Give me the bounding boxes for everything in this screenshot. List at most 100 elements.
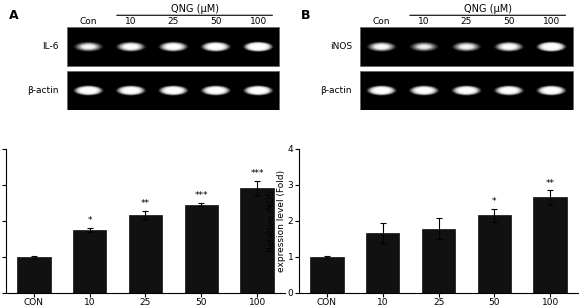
Ellipse shape	[250, 44, 266, 50]
Ellipse shape	[464, 46, 469, 47]
Ellipse shape	[457, 43, 475, 50]
Ellipse shape	[166, 45, 181, 49]
Ellipse shape	[414, 43, 434, 50]
Ellipse shape	[213, 46, 219, 48]
Ellipse shape	[544, 45, 559, 49]
Ellipse shape	[422, 46, 426, 47]
Ellipse shape	[169, 45, 178, 48]
Ellipse shape	[169, 89, 178, 92]
Ellipse shape	[370, 43, 393, 51]
Ellipse shape	[507, 46, 510, 47]
Ellipse shape	[168, 88, 179, 92]
Ellipse shape	[82, 88, 95, 93]
Ellipse shape	[500, 87, 518, 94]
Ellipse shape	[456, 43, 477, 51]
Ellipse shape	[87, 90, 90, 91]
Ellipse shape	[255, 89, 262, 91]
Ellipse shape	[126, 89, 136, 92]
Ellipse shape	[540, 43, 563, 51]
Ellipse shape	[420, 45, 428, 48]
Ellipse shape	[544, 88, 559, 93]
Ellipse shape	[379, 90, 384, 91]
Ellipse shape	[451, 85, 482, 96]
Ellipse shape	[454, 86, 479, 95]
Ellipse shape	[246, 43, 270, 51]
Ellipse shape	[86, 46, 91, 47]
Ellipse shape	[117, 86, 145, 95]
Ellipse shape	[370, 87, 393, 95]
Ellipse shape	[505, 45, 513, 48]
Text: ***: ***	[251, 169, 264, 178]
Ellipse shape	[258, 90, 259, 91]
Ellipse shape	[244, 86, 272, 95]
Ellipse shape	[203, 86, 229, 95]
Ellipse shape	[75, 86, 102, 95]
Ellipse shape	[74, 85, 103, 95]
Text: QNG (μM): QNG (μM)	[464, 4, 512, 14]
Text: 50: 50	[210, 17, 221, 26]
Ellipse shape	[379, 46, 384, 47]
Ellipse shape	[545, 44, 558, 49]
Text: **: **	[545, 179, 555, 188]
Text: 100: 100	[249, 17, 267, 26]
Ellipse shape	[506, 90, 512, 91]
Ellipse shape	[538, 86, 565, 95]
Ellipse shape	[537, 85, 566, 95]
Ellipse shape	[166, 88, 181, 92]
Ellipse shape	[205, 87, 227, 94]
Ellipse shape	[161, 43, 186, 51]
Ellipse shape	[213, 46, 218, 47]
Ellipse shape	[123, 44, 138, 49]
Ellipse shape	[410, 42, 438, 51]
Ellipse shape	[211, 45, 221, 48]
Ellipse shape	[410, 86, 438, 95]
Ellipse shape	[504, 45, 514, 48]
Ellipse shape	[75, 42, 102, 51]
Ellipse shape	[122, 87, 140, 94]
Ellipse shape	[246, 86, 270, 95]
Ellipse shape	[457, 87, 477, 94]
Ellipse shape	[121, 87, 141, 94]
Ellipse shape	[121, 43, 141, 50]
Ellipse shape	[127, 45, 135, 48]
Ellipse shape	[500, 44, 517, 50]
Ellipse shape	[380, 46, 383, 47]
Ellipse shape	[116, 42, 146, 52]
Ellipse shape	[544, 44, 559, 49]
Ellipse shape	[377, 89, 387, 92]
Ellipse shape	[375, 88, 388, 93]
Ellipse shape	[369, 43, 394, 51]
Ellipse shape	[408, 85, 440, 96]
Text: 50: 50	[503, 17, 515, 26]
Ellipse shape	[549, 46, 554, 47]
Ellipse shape	[378, 89, 385, 91]
Ellipse shape	[415, 43, 433, 50]
Ellipse shape	[374, 88, 389, 92]
Ellipse shape	[201, 42, 230, 51]
Ellipse shape	[373, 44, 390, 50]
Ellipse shape	[252, 88, 264, 92]
Ellipse shape	[463, 46, 470, 48]
Ellipse shape	[536, 41, 567, 52]
Ellipse shape	[507, 90, 510, 91]
Ellipse shape	[170, 89, 176, 91]
Ellipse shape	[78, 43, 99, 51]
Ellipse shape	[87, 46, 90, 47]
Ellipse shape	[119, 86, 143, 95]
Ellipse shape	[371, 87, 392, 94]
Ellipse shape	[203, 42, 229, 51]
Ellipse shape	[461, 45, 471, 48]
Ellipse shape	[122, 43, 140, 50]
Ellipse shape	[498, 87, 520, 94]
Ellipse shape	[371, 43, 391, 50]
Ellipse shape	[419, 89, 429, 92]
Ellipse shape	[463, 89, 471, 92]
Ellipse shape	[415, 87, 433, 94]
Ellipse shape	[412, 86, 436, 95]
Ellipse shape	[496, 42, 522, 51]
Text: IL-6: IL-6	[43, 42, 59, 51]
Ellipse shape	[493, 85, 524, 96]
Ellipse shape	[123, 45, 138, 49]
Ellipse shape	[377, 45, 386, 48]
Ellipse shape	[539, 43, 564, 51]
